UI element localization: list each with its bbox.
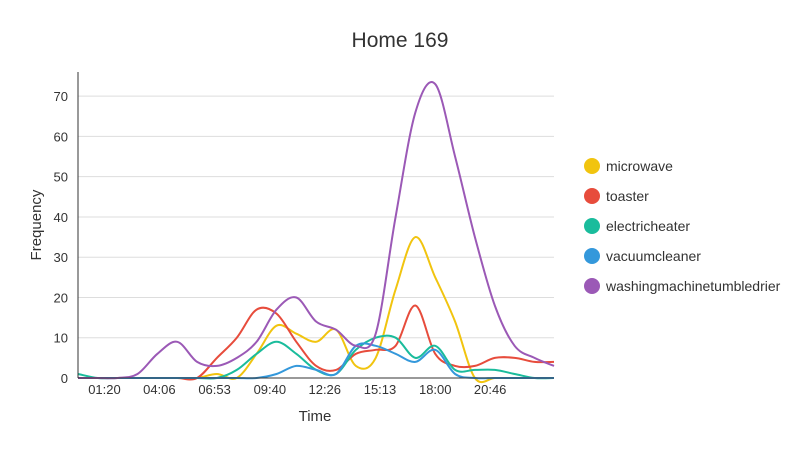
x-tick-label: 20:46 — [474, 382, 507, 397]
series-line-washingmachinetumbledrier — [77, 81, 555, 380]
legend-label-washingmachinetumbledrier: washingmachinetumbledrier — [605, 278, 781, 294]
gridlines — [78, 95, 554, 339]
y-tick-label: 10 — [54, 331, 68, 346]
x-tick-label: 09:40 — [254, 382, 287, 397]
legend-label-toaster: toaster — [606, 188, 649, 204]
series-lines — [77, 81, 555, 384]
x-tick-label: 15:13 — [364, 382, 397, 397]
legend-marker-toaster — [584, 188, 600, 204]
axes — [77, 72, 554, 379]
legend-marker-washingmachinetumbledrier — [584, 278, 600, 294]
legend-label-electricheater: electricheater — [606, 218, 690, 234]
x-tick-label: 18:00 — [419, 382, 452, 397]
x-tick-label: 01:20 — [88, 382, 121, 397]
legend-label-vacuumcleaner: vacuumcleaner — [606, 248, 701, 264]
x-tick-label: 04:06 — [143, 382, 176, 397]
y-tick-label: 30 — [54, 250, 68, 265]
legend-marker-microwave — [584, 158, 600, 174]
x-tick-label: 12:26 — [308, 382, 341, 397]
legend-marker-vacuumcleaner — [584, 248, 600, 264]
y-tick-label: 50 — [54, 170, 68, 185]
legend: microwave toaster electricheater vacuumclea… — [584, 158, 781, 294]
y-tick-label: 60 — [54, 129, 68, 144]
y-tick-label: 40 — [54, 210, 68, 225]
y-tick-labels: 0 10 20 30 40 50 60 70 — [54, 89, 68, 386]
chart-title: Home 169 — [352, 29, 449, 52]
y-tick-label: 70 — [54, 89, 68, 104]
legend-label-microwave: microwave — [606, 158, 673, 174]
x-axis-label: Time — [299, 408, 332, 425]
y-tick-label: 20 — [54, 290, 68, 305]
series-line-microwave — [77, 236, 554, 384]
y-tick-label: 0 — [61, 371, 68, 386]
legend-marker-electricheater — [584, 218, 600, 234]
x-tick-label: 06:53 — [198, 382, 231, 397]
y-axis-label: Frequency — [28, 189, 45, 260]
x-tick-labels: 01:20 04:06 06:53 09:40 12:26 15:13 18:00 20:46 — [88, 382, 506, 397]
